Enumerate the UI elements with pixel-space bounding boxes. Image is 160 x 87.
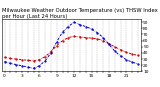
Text: Milwaukee Weather Outdoor Temperature (vs) THSW Index per Hour (Last 24 Hours): Milwaukee Weather Outdoor Temperature (v… (2, 8, 157, 19)
